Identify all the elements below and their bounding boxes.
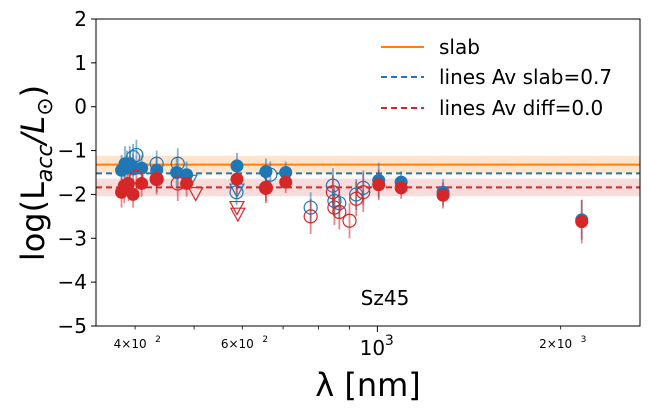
- y-tick-label: −2: [58, 182, 87, 206]
- data-point-red-open: [342, 213, 357, 228]
- data-point-blue-filled: [230, 159, 244, 173]
- data-point-red-filled: [279, 175, 293, 189]
- data-point-red-filled: [121, 176, 135, 190]
- y-tick-label: −5: [58, 314, 87, 338]
- data-point-red-filled: [230, 172, 244, 186]
- legend-label-lines-av-slab: lines Av slab=0.7: [439, 65, 612, 89]
- data-point-blue-open: [149, 156, 164, 171]
- y-tick-label: −3: [58, 226, 87, 250]
- data-point-red-open: [303, 209, 318, 224]
- data-point-red-open: [149, 171, 164, 187]
- y-tick-label: 0: [74, 95, 87, 119]
- data-point-blue-filled: [135, 161, 149, 175]
- data-point-red-open: [332, 204, 347, 220]
- data-point-red-open: [258, 180, 274, 195]
- data-point-red-open: [129, 169, 144, 184]
- data-point-blue-open: [356, 180, 371, 195]
- x-minor-tick-label: 6×10: [221, 337, 254, 351]
- data-point-red-filled: [259, 181, 273, 195]
- upper-limit-red: [187, 186, 204, 202]
- annotation-label: Sz45: [361, 286, 410, 310]
- data-point-red-filled: [372, 178, 386, 192]
- data-point-blue-open: [229, 185, 244, 200]
- data-point-blue-open: [263, 167, 278, 182]
- data-point-blue-filled: [259, 165, 273, 179]
- data-point-red-filled: [394, 181, 408, 195]
- legend-label-lines-av-diff: lines Av diff=0.0: [439, 96, 603, 120]
- plot-frame: [95, 18, 641, 327]
- data-point-red-filled: [436, 188, 450, 202]
- x-minor-tick-label: 2×10: [539, 337, 572, 351]
- data-point-blue-open: [325, 178, 340, 193]
- data-point-red-open: [325, 185, 340, 200]
- x-tick-label: 10: [360, 336, 385, 360]
- data-point-red-filled: [575, 215, 589, 229]
- data-point-red-filled: [135, 176, 149, 190]
- y-tick-label: 2: [74, 7, 87, 31]
- legend: slab lines Av slab=0.7 lines Av diff=0.0: [381, 35, 612, 120]
- y-tick-label: 1: [74, 51, 87, 75]
- data-point-blue-open: [126, 150, 141, 165]
- upper-limit-red: [229, 207, 246, 223]
- data-point-blue-open: [129, 147, 144, 163]
- x-minor-tick-exponent: 2: [262, 335, 268, 345]
- data-point-blue-open: [303, 200, 318, 215]
- x-tick-exponent: 3: [385, 333, 394, 349]
- x-minor-tick-label: 4×10: [114, 337, 147, 351]
- data-point-blue-open: [170, 156, 185, 171]
- y-tick-label: −4: [58, 270, 87, 294]
- data-point-blue-filled: [279, 166, 293, 179]
- data-point-red-open: [327, 200, 342, 215]
- data-point-red-filled: [150, 172, 164, 186]
- y-axis-label: log(Lacc/L⊙): [14, 85, 58, 261]
- data-point-red-open: [356, 185, 371, 200]
- x-minor-tick-exponent: 2: [155, 335, 161, 345]
- legend-label-slab: slab: [439, 35, 480, 59]
- data-point-blue-open: [332, 196, 347, 211]
- y-tick-label: −1: [58, 139, 87, 163]
- data-point-red-open: [170, 176, 185, 191]
- x-axis-label: λ [nm]: [315, 366, 421, 404]
- data-point-red-filled: [126, 187, 140, 201]
- x-minor-tick-exponent: 3: [581, 335, 587, 345]
